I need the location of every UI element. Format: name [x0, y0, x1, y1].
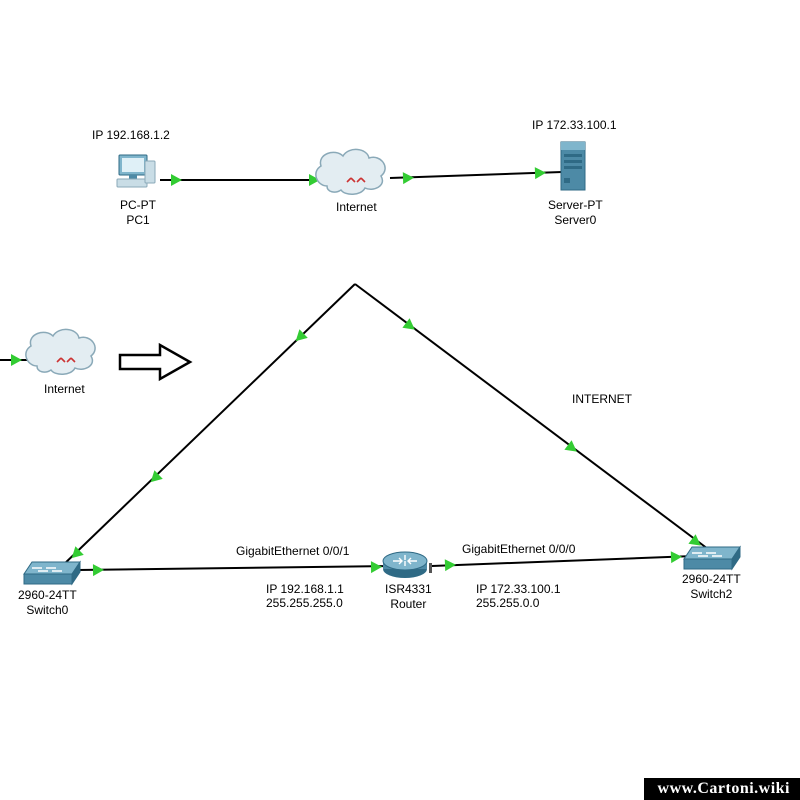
watermark-label: www.Cartoni.wiki: [644, 778, 800, 800]
link-status-up-icon: [171, 174, 182, 186]
link-status-up-icon: [671, 551, 682, 563]
cloud-left-icon[interactable]: [26, 329, 95, 374]
router-left-mask: 255.255.255.0: [266, 596, 343, 610]
switch2-name: Switch2: [690, 587, 732, 601]
switch2-type: 2960-24TT: [682, 572, 741, 586]
link-status-up-icon: [371, 561, 382, 573]
server0-type: Server-PT: [548, 198, 603, 212]
router-right-ip: IP 172.33.100.1: [476, 582, 561, 596]
link-status-up-icon: [403, 172, 414, 184]
switch0-type: 2960-24TT: [18, 588, 77, 602]
link-status-up-icon: [93, 564, 104, 576]
server0-ip-label: IP 172.33.100.1: [532, 118, 617, 133]
pc1-name: PC1: [126, 213, 149, 227]
diagram-canvas: IP 192.168.1.2 PC-PT PC1 Internet IP 172…: [0, 0, 800, 800]
cloud-top-icon[interactable]: [316, 149, 385, 194]
expand-arrow-icon: [120, 345, 190, 379]
switch0-label: 2960-24TT Switch0: [18, 588, 77, 618]
topology-svg: [0, 0, 800, 800]
router-icon[interactable]: [383, 552, 427, 578]
cloud-top-label: Internet: [336, 200, 377, 215]
internet-text-label: INTERNET: [572, 392, 632, 406]
pc1-ip-label: IP 192.168.1.2: [92, 128, 170, 143]
link-status-up-icon: [445, 559, 456, 571]
router-type: ISR4331: [385, 582, 432, 596]
router-left-ip: IP 192.168.1.1: [266, 582, 344, 596]
router-label: ISR4331 Router: [385, 582, 432, 612]
router-port-marker: [429, 563, 432, 573]
pc1-icon[interactable]: [117, 155, 155, 187]
pc1-label: PC-PT PC1: [120, 198, 156, 228]
link-status-up-icon: [535, 167, 546, 179]
switch2-label: 2960-24TT Switch2: [682, 572, 741, 602]
cloud-left-label: Internet: [44, 382, 85, 397]
pc1-type: PC-PT: [120, 198, 156, 212]
interface-ge000-label: GigabitEthernet 0/0/0: [462, 542, 575, 556]
switch0-name: Switch0: [26, 603, 68, 617]
interface-ge001-label: GigabitEthernet 0/0/1: [236, 544, 349, 558]
router-name: Router: [390, 597, 426, 611]
server0-icon[interactable]: [561, 142, 585, 190]
server0-name: Server0: [554, 213, 596, 227]
link-router-switch2: [432, 556, 694, 566]
switch0-icon[interactable]: [24, 562, 80, 584]
router-right-ip-label: IP 172.33.100.1 255.255.0.0: [476, 582, 561, 610]
link-apex-switch0: [60, 284, 355, 568]
router-left-ip-label: IP 192.168.1.1 255.255.255.0: [266, 582, 344, 610]
link-status-up-icon: [11, 354, 22, 366]
switch2-icon[interactable]: [684, 547, 740, 569]
link-switch0-router: [78, 566, 392, 570]
router-right-mask: 255.255.0.0: [476, 596, 539, 610]
server0-label: Server-PT Server0: [548, 198, 603, 228]
